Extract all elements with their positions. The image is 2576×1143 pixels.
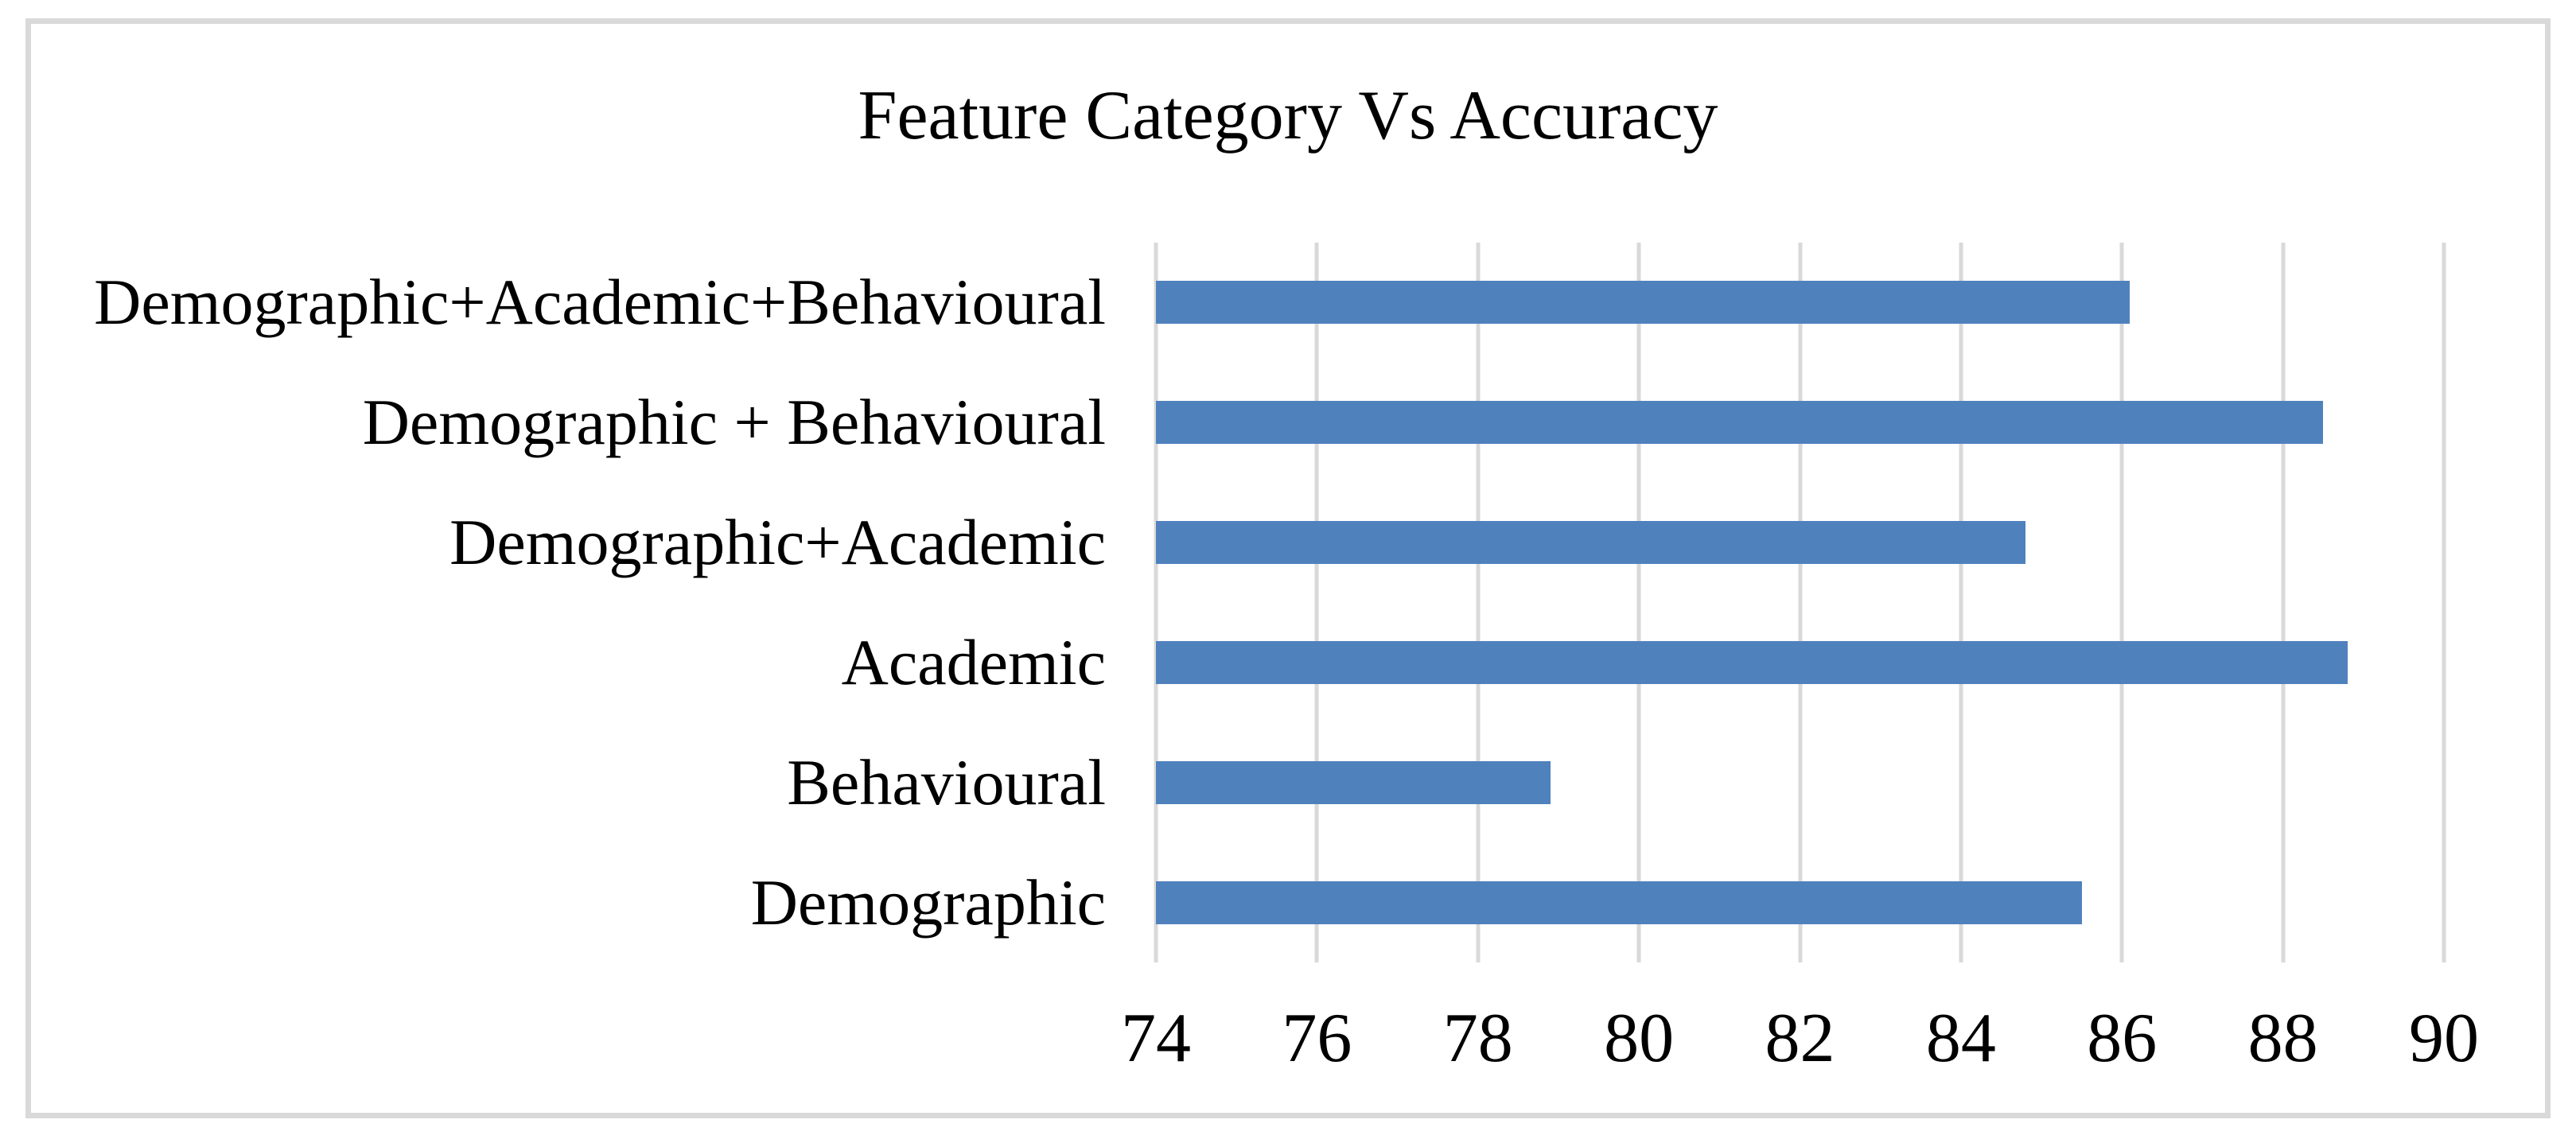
- category-label-2: Demographic+Academic: [449, 506, 1106, 579]
- category-label-5: Demographic: [750, 865, 1106, 939]
- x-tick-label-76: 76: [1282, 1000, 1352, 1077]
- category-label-4: Behavioural: [787, 745, 1106, 818]
- x-axis: 74 76 78 80 82 84 86 88 90: [1121, 1000, 2479, 1083]
- gridline-80: [1636, 243, 1641, 962]
- x-tick-label-88: 88: [2247, 1000, 2318, 1077]
- gridline-78: [1476, 243, 1481, 962]
- gridline-84: [1959, 243, 1963, 962]
- plot-area: [1154, 243, 2446, 962]
- bar-2: [1156, 521, 2025, 565]
- x-tick-label-90: 90: [2409, 1000, 2479, 1077]
- x-tick-label-82: 82: [1765, 1000, 1835, 1077]
- bar-5: [1156, 881, 2082, 924]
- gridline-76: [1314, 243, 1319, 962]
- gridline-74: [1154, 243, 1158, 962]
- x-tick-label-86: 86: [2087, 1000, 2158, 1077]
- chart-title: Feature Category Vs Accuracy: [858, 77, 1718, 154]
- category-label-0: Demographic+Academic+Behavioural: [94, 266, 1106, 339]
- category-label-3: Academic: [841, 625, 1106, 698]
- category-label-1: Demographic + Behavioural: [362, 386, 1106, 459]
- bar-1: [1156, 401, 2324, 445]
- gridline-86: [2119, 243, 2124, 962]
- gridline-90: [2442, 243, 2446, 962]
- x-tick-label-84: 84: [1925, 1000, 1996, 1077]
- bar-0: [1156, 281, 2130, 325]
- bar-4: [1156, 760, 1551, 804]
- x-tick-label-78: 78: [1442, 1000, 1513, 1077]
- category-axis: Demographic+Academic+Behavioural Demograp…: [0, 243, 1106, 962]
- x-tick-label-80: 80: [1604, 1000, 1675, 1077]
- x-tick-label-74: 74: [1121, 1000, 1191, 1077]
- gridline-82: [1798, 243, 1802, 962]
- bar-3: [1156, 640, 2348, 684]
- figure-border: [25, 18, 2551, 1118]
- gridline-88: [2281, 243, 2286, 962]
